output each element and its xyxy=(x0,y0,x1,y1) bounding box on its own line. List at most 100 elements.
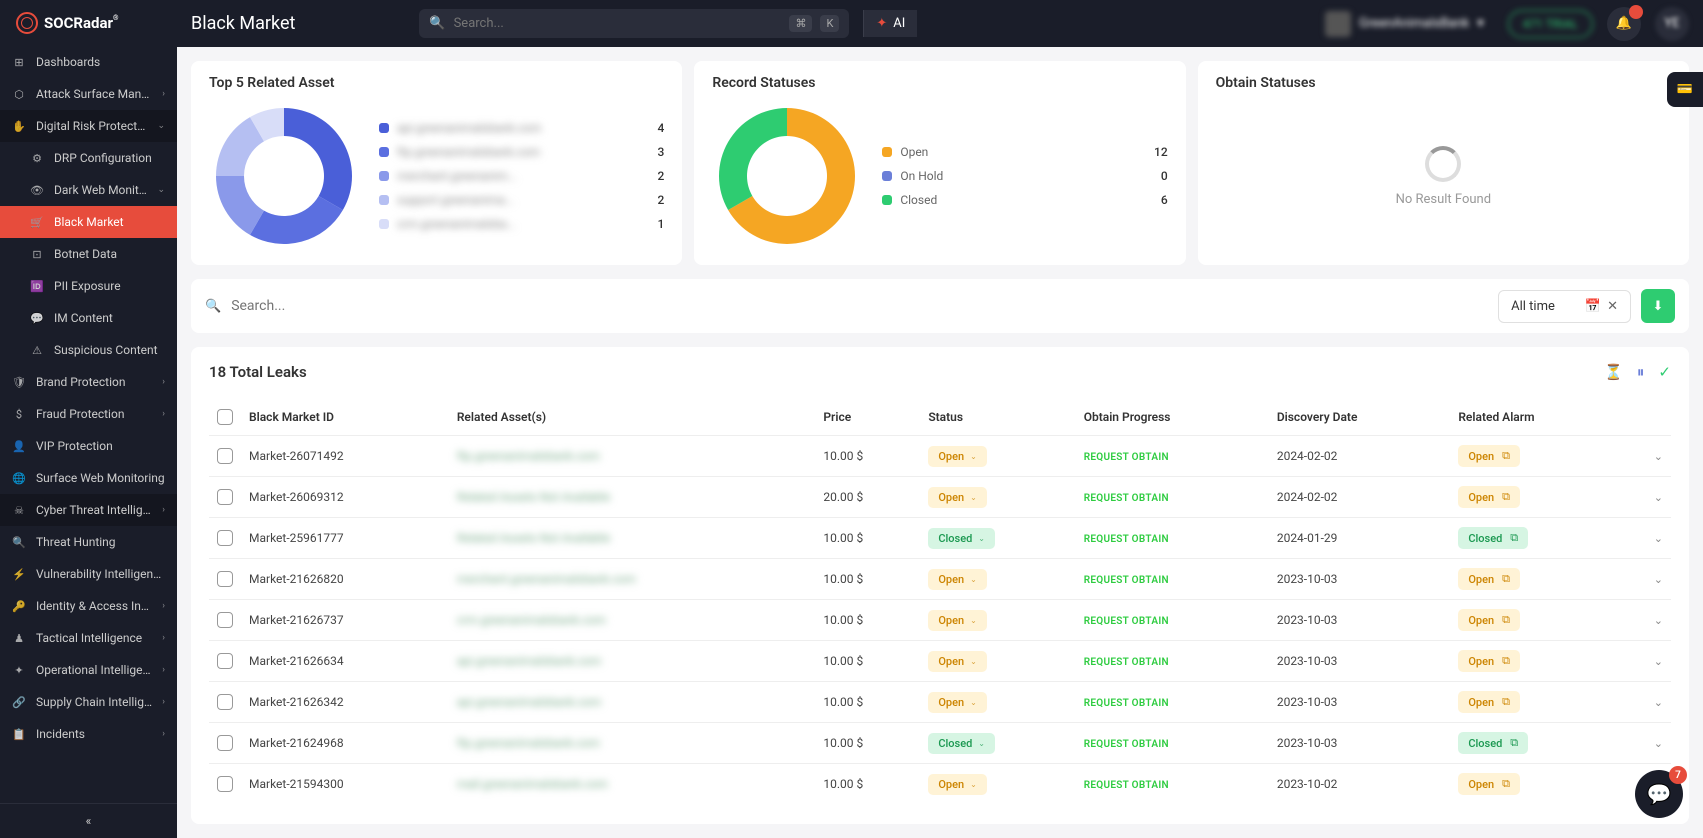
pause-icon[interactable]: ⏸ xyxy=(1637,363,1645,381)
status-badge[interactable]: Open⌄ xyxy=(928,487,986,508)
close-icon[interactable]: ✕ xyxy=(1607,299,1618,314)
nav-item-identity-&-access-intelligence[interactable]: 🔑 Identity & Access Intelligence › xyxy=(0,590,177,622)
row-checkbox[interactable] xyxy=(217,612,233,628)
column-header[interactable]: Related Alarm xyxy=(1450,399,1623,436)
status-badge[interactable]: Open⌄ xyxy=(928,692,986,713)
alarm-badge[interactable]: Open ⧉ xyxy=(1458,568,1520,590)
nav-item-suspicious-content[interactable]: ⚠ Suspicious Content xyxy=(0,334,177,366)
status-badge[interactable]: Open⌄ xyxy=(928,610,986,631)
org-selector[interactable]: GreenAnimalsBank ▾ xyxy=(1315,7,1494,41)
row-checkbox[interactable] xyxy=(217,489,233,505)
global-search[interactable]: 🔍 ⌘ K xyxy=(419,9,849,38)
column-header[interactable] xyxy=(1624,399,1671,436)
nav-item-attack-surface-management[interactable]: ⬡ Attack Surface Management › xyxy=(0,78,177,110)
nav-item-botnet-data[interactable]: ⊡ Botnet Data xyxy=(0,238,177,270)
column-header[interactable]: Obtain Progress xyxy=(1076,399,1269,436)
expand-row-button[interactable]: ⌄ xyxy=(1654,737,1663,750)
chat-button[interactable]: 💬 7 xyxy=(1635,770,1683,818)
status-badge[interactable]: Closed⌄ xyxy=(928,733,995,754)
legend-row: ftp.greenanimalsbank.com 3 xyxy=(379,145,664,159)
status-badge[interactable]: Open⌄ xyxy=(928,569,986,590)
row-checkbox[interactable] xyxy=(217,694,233,710)
nav-item-drp-configuration[interactable]: ⚙ DRP Configuration xyxy=(0,142,177,174)
alarm-badge[interactable]: Open ⧉ xyxy=(1458,486,1520,508)
user-menu[interactable]: YE xyxy=(1655,7,1689,41)
expand-row-button[interactable]: ⌄ xyxy=(1654,532,1663,545)
time-range-select[interactable]: All time 📅 ✕ xyxy=(1498,290,1631,323)
expand-row-button[interactable]: ⌄ xyxy=(1654,450,1663,463)
nav-item-operational-intelligence[interactable]: ✦ Operational Intelligence › xyxy=(0,654,177,686)
status-badge[interactable]: Closed⌄ xyxy=(928,528,995,549)
column-header[interactable]: Price xyxy=(815,399,920,436)
alarm-badge[interactable]: Closed ⧉ xyxy=(1458,732,1528,754)
nav-item-pii-exposure[interactable]: 🆔 PII Exposure xyxy=(0,270,177,302)
column-header[interactable]: Related Asset(s) xyxy=(449,399,816,436)
alarm-badge[interactable]: Open ⧉ xyxy=(1458,609,1520,631)
expand-row-button[interactable]: ⌄ xyxy=(1654,655,1663,668)
expand-row-button[interactable]: ⌄ xyxy=(1654,491,1663,504)
alarm-badge[interactable]: Open ⧉ xyxy=(1458,445,1520,467)
expand-row-button[interactable]: ⌄ xyxy=(1654,696,1663,709)
row-checkbox[interactable] xyxy=(217,530,233,546)
nav-item-im-content[interactable]: 💬 IM Content xyxy=(0,302,177,334)
request-obtain-button[interactable]: REQUEST OBTAIN xyxy=(1084,698,1169,709)
status-badge[interactable]: Open⌄ xyxy=(928,651,986,672)
logo[interactable]: SOCRadar® xyxy=(0,0,177,46)
row-checkbox[interactable] xyxy=(217,776,233,792)
nav-item-tactical-intelligence[interactable]: ♟ Tactical Intelligence › xyxy=(0,622,177,654)
nav-item-threat-hunting[interactable]: 🔍 Threat Hunting xyxy=(0,526,177,558)
search-input[interactable] xyxy=(454,16,782,31)
logo-text: SOCRadar® xyxy=(44,14,119,32)
request-obtain-button[interactable]: REQUEST OBTAIN xyxy=(1084,616,1169,627)
nav-icon: 🌐 xyxy=(12,472,26,485)
alarm-badge[interactable]: Open ⧉ xyxy=(1458,650,1520,672)
row-checkbox[interactable] xyxy=(217,448,233,464)
alarm-badge[interactable]: Open ⧉ xyxy=(1458,773,1520,795)
trial-button[interactable]: 471 TRIAL xyxy=(1508,10,1593,38)
alarm-badge[interactable]: Open ⧉ xyxy=(1458,691,1520,713)
nav-item-dark-web-monitoring[interactable]: 👁 Dark Web Monitoring ⌄ xyxy=(0,174,177,206)
table-search-input[interactable] xyxy=(231,298,1488,314)
nav-item-brand-protection[interactable]: 🛡 Brand Protection › xyxy=(0,366,177,398)
notifications-button[interactable]: 🔔 xyxy=(1607,7,1641,41)
nav-item-fraud-protection[interactable]: $ Fraud Protection › xyxy=(0,398,177,430)
cell-asset: mail.greenanimalsbank.com xyxy=(457,777,608,791)
row-checkbox[interactable] xyxy=(217,735,233,751)
nav-item-supply-chain-intelligence[interactable]: 🔗 Supply Chain Intelligence › xyxy=(0,686,177,718)
nav-item-cyber-threat-intelligence[interactable]: ☠ Cyber Threat Intelligence › xyxy=(0,494,177,526)
request-obtain-button[interactable]: REQUEST OBTAIN xyxy=(1084,575,1169,586)
request-obtain-button[interactable]: REQUEST OBTAIN xyxy=(1084,452,1169,463)
collapse-sidebar-button[interactable]: « xyxy=(0,803,177,838)
status-badge[interactable]: Open⌄ xyxy=(928,774,986,795)
column-header[interactable]: Status xyxy=(920,399,1075,436)
request-obtain-button[interactable]: REQUEST OBTAIN xyxy=(1084,534,1169,545)
row-checkbox[interactable] xyxy=(217,653,233,669)
hourglass-icon[interactable]: ⏳ xyxy=(1604,363,1623,381)
request-obtain-button[interactable]: REQUEST OBTAIN xyxy=(1084,780,1169,791)
row-checkbox[interactable] xyxy=(217,571,233,587)
nav-item-black-market[interactable]: 🛒 Black Market xyxy=(0,206,177,238)
request-obtain-button[interactable]: REQUEST OBTAIN xyxy=(1084,657,1169,668)
status-badge[interactable]: Open⌄ xyxy=(928,446,986,467)
nav-item-vip-protection[interactable]: 👤 VIP Protection xyxy=(0,430,177,462)
request-obtain-button[interactable]: REQUEST OBTAIN xyxy=(1084,493,1169,504)
nav-item-digital-risk-protection[interactable]: ✋ Digital Risk Protection ⌄ xyxy=(0,110,177,142)
expand-row-button[interactable]: ⌄ xyxy=(1654,614,1663,627)
nav-item-surface-web-monitoring[interactable]: 🌐 Surface Web Monitoring xyxy=(0,462,177,494)
select-all-checkbox[interactable] xyxy=(217,409,233,425)
column-header[interactable]: Discovery Date xyxy=(1269,399,1450,436)
ai-button[interactable]: ✦ AI xyxy=(863,10,917,37)
request-obtain-button[interactable]: REQUEST OBTAIN xyxy=(1084,739,1169,750)
table-search[interactable]: 🔍 xyxy=(205,298,1488,314)
expand-row-button[interactable]: ⌄ xyxy=(1654,573,1663,586)
column-header[interactable]: Black Market ID xyxy=(241,399,449,436)
nav-item-vulnerability-intelligence[interactable]: ⚡ Vulnerability Intelligence xyxy=(0,558,177,590)
check-icon[interactable]: ✓ xyxy=(1658,363,1671,381)
alarm-badge[interactable]: Closed ⧉ xyxy=(1458,527,1528,549)
column-header[interactable] xyxy=(209,399,241,436)
nav-item-incidents[interactable]: 📋 Incidents › xyxy=(0,718,177,750)
side-drawer-button[interactable]: 💳 xyxy=(1667,72,1703,107)
chevron-down-icon: ⌄ xyxy=(970,493,977,502)
download-button[interactable]: ⬇ xyxy=(1641,289,1675,323)
nav-item-dashboards[interactable]: ⊞ Dashboards xyxy=(0,46,177,78)
